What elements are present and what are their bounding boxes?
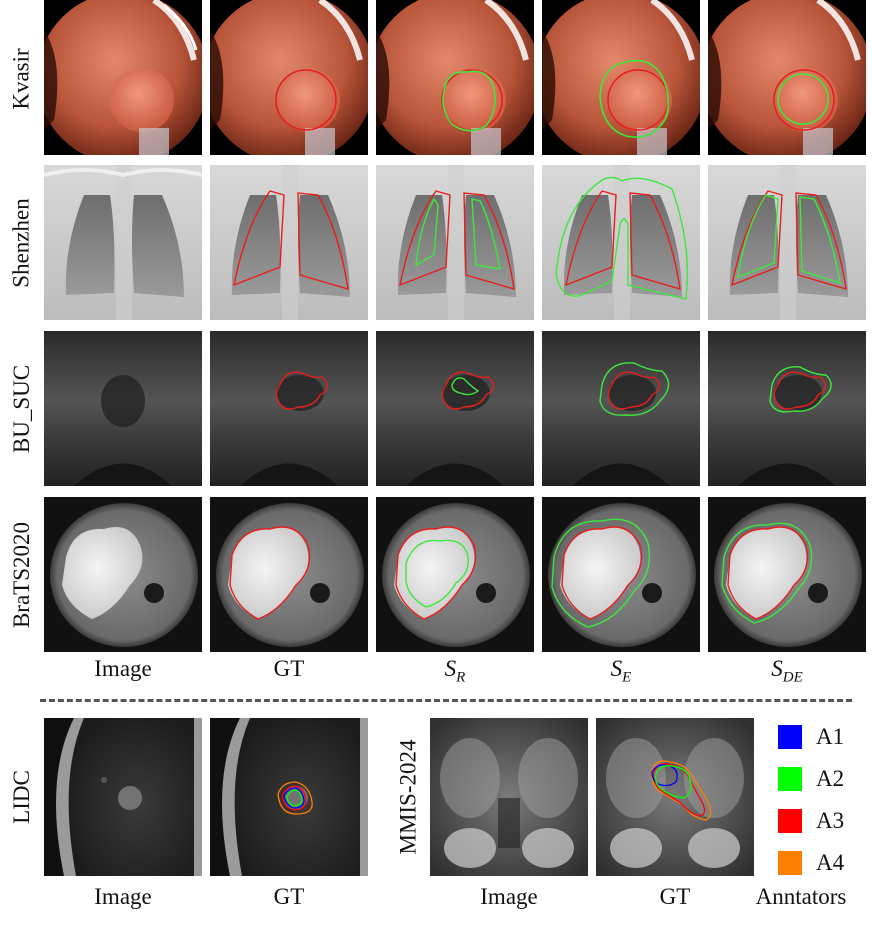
brats2020-sr bbox=[376, 497, 534, 652]
lidc-image-label: Image bbox=[94, 884, 152, 909]
bu-suc-gt bbox=[210, 331, 368, 486]
lidc-gt bbox=[210, 718, 368, 876]
brats2020-se bbox=[542, 497, 700, 652]
row-label-brats2020: BraTS2020 bbox=[9, 521, 34, 629]
mmis-gt bbox=[596, 718, 754, 876]
brats2020-image bbox=[44, 497, 202, 652]
legend-item-a2: A2 bbox=[778, 766, 844, 792]
legend-swatch-a2 bbox=[778, 767, 802, 791]
shenzhen-sr bbox=[376, 165, 534, 320]
mmis-image bbox=[430, 718, 588, 876]
kvasir-image bbox=[44, 0, 202, 155]
column-label-se: SE bbox=[610, 656, 632, 686]
mmis-gt-label: GT bbox=[659, 884, 691, 909]
column-label-image: Image bbox=[94, 656, 152, 681]
shenzhen-image bbox=[44, 165, 202, 320]
kvasir-se bbox=[542, 0, 700, 155]
shenzhen-se bbox=[542, 165, 700, 320]
lidc-gt-label: GT bbox=[273, 884, 305, 909]
legend-swatch-a1 bbox=[778, 725, 802, 749]
annotators-label: Anntators bbox=[755, 884, 847, 909]
row-label-lidc: LIDC bbox=[9, 770, 35, 824]
bu-suc-sde bbox=[708, 331, 866, 486]
kvasir-gt bbox=[210, 0, 368, 155]
column-label-gt: GT bbox=[273, 656, 305, 681]
row-label-kvasir: Kvasir bbox=[9, 48, 35, 110]
shenzhen-sde bbox=[708, 165, 866, 320]
legend-item-a4: A4 bbox=[778, 850, 844, 876]
bu-suc-se bbox=[542, 331, 700, 486]
row-label-mmis-2024: MMIS-2024 bbox=[395, 739, 421, 855]
bu-suc-image bbox=[44, 331, 202, 486]
row-label-bu-suc: BU_SUC bbox=[9, 364, 35, 454]
section-divider bbox=[40, 699, 852, 702]
lidc-image bbox=[44, 718, 202, 876]
kvasir-sr bbox=[376, 0, 534, 155]
legend-item-a3: A3 bbox=[778, 808, 844, 834]
legend-item-a1: A1 bbox=[778, 724, 844, 750]
row-label-shenzhen: Shenzhen bbox=[9, 198, 35, 288]
mmis-image-label: Image bbox=[480, 884, 538, 909]
shenzhen-gt bbox=[210, 165, 368, 320]
column-label-sr: SR bbox=[444, 656, 466, 686]
brats2020-gt bbox=[210, 497, 368, 652]
brats2020-sde bbox=[708, 497, 866, 652]
kvasir-sde bbox=[708, 0, 866, 155]
column-label-sde: SDE bbox=[771, 656, 803, 686]
bu-suc-sr bbox=[376, 331, 534, 486]
legend-swatch-a4 bbox=[778, 851, 802, 875]
legend-swatch-a3 bbox=[778, 809, 802, 833]
